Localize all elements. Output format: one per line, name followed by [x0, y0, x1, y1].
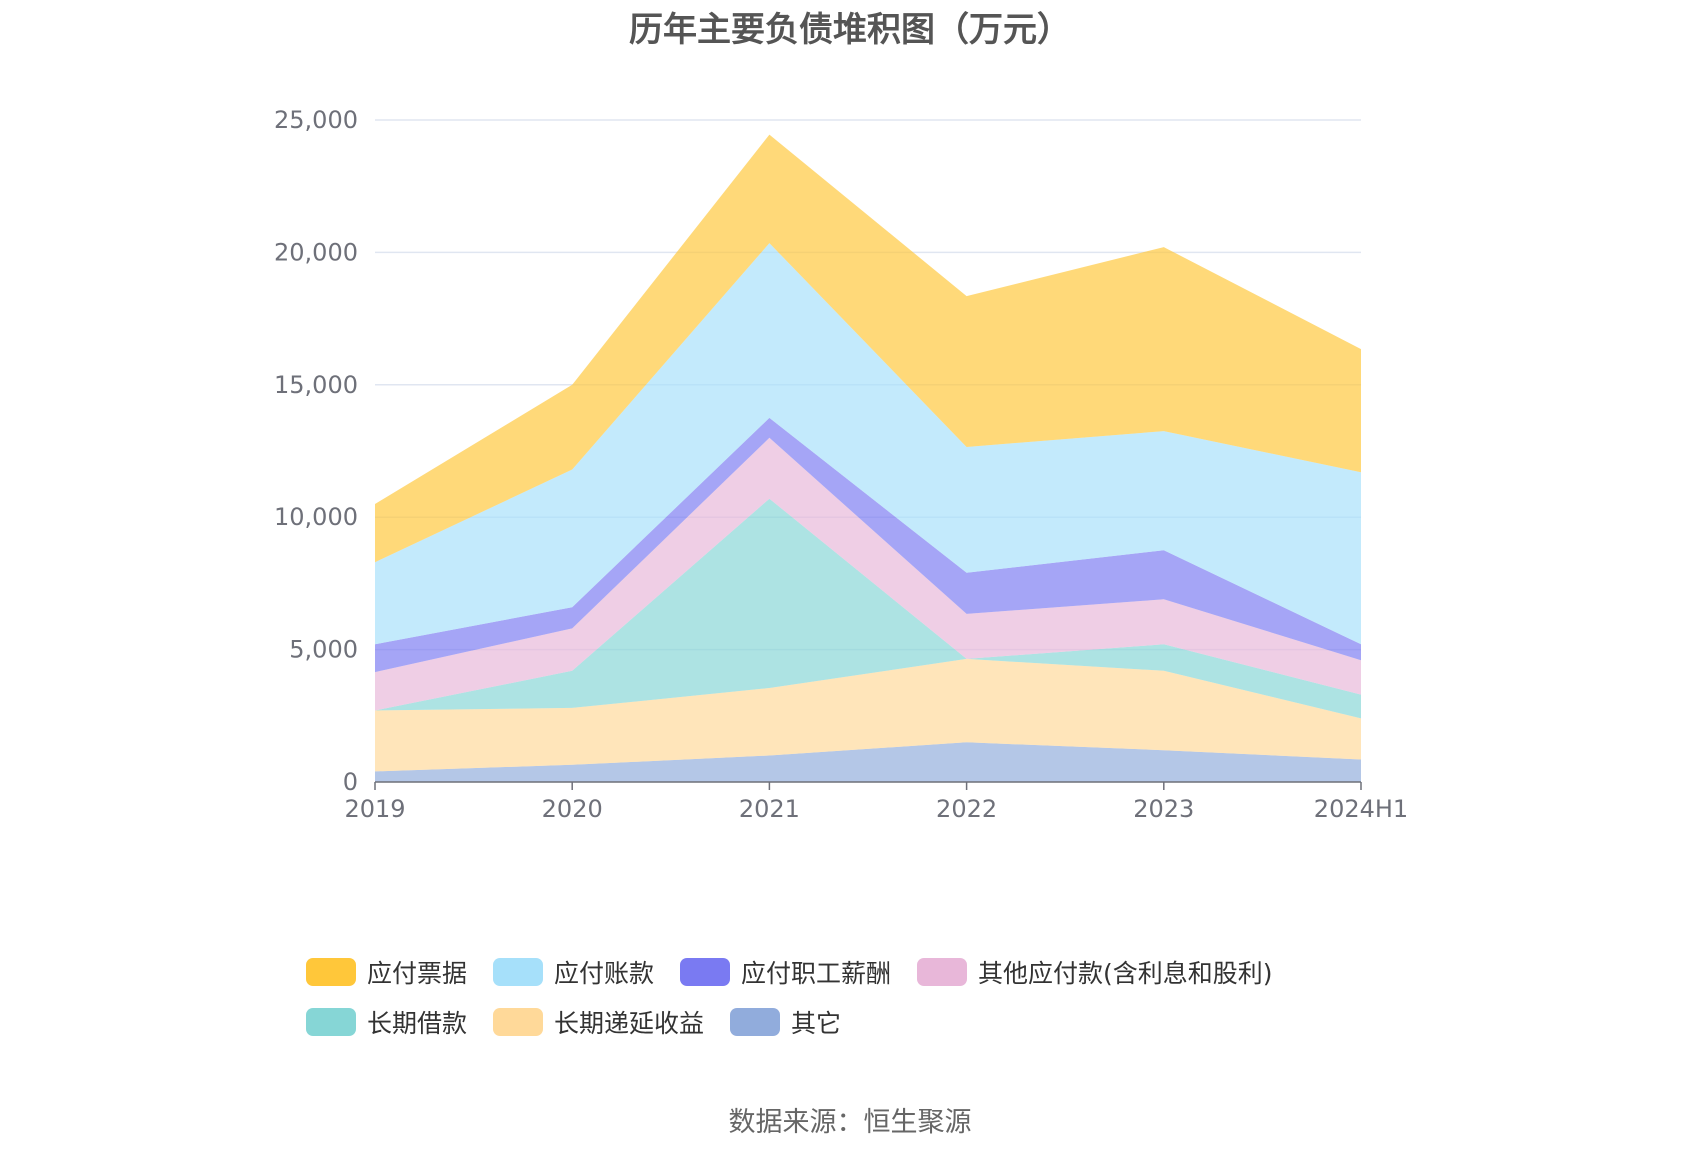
- legend-label: 长期递延收益: [554, 1009, 705, 1038]
- area-series: [375, 134, 1361, 563]
- legend-swatch: [306, 958, 356, 986]
- chart-title: 历年主要负债堆积图（万元）: [629, 10, 1071, 50]
- legend-label: 应付账款: [554, 959, 655, 988]
- area-series: [375, 498, 1361, 719]
- area-series: [375, 437, 1361, 711]
- y-tick-label: 10,000: [274, 503, 358, 531]
- x-tick-label: 2020: [542, 795, 603, 823]
- area-series: [375, 417, 1361, 673]
- legend-label: 长期借款: [367, 1009, 468, 1038]
- legend-swatch: [306, 1008, 356, 1036]
- legend-item[interactable]: 长期递延收益: [493, 1005, 704, 1039]
- x-tick-label: 2021: [739, 795, 800, 823]
- legend-swatch: [493, 958, 544, 986]
- x-axis-tick-labels: 2019 2020 2021 2022 2023 2024H1: [344, 795, 1408, 823]
- x-tick-label: 2023: [1133, 795, 1194, 823]
- area-series: [375, 243, 1361, 645]
- area-series-layer: [375, 134, 1361, 782]
- x-tick-label: 2022: [936, 795, 997, 823]
- legend-item[interactable]: 应付职工薪酬: [680, 955, 891, 989]
- area-series: [375, 742, 1361, 782]
- x-tick-label: 2019: [344, 795, 405, 823]
- y-tick-label: 25,000: [274, 106, 358, 134]
- x-axis: [374, 781, 1362, 790]
- legend: 应付票据 应付账款 应付职工薪酬 其他应付款(含利息和股利) 长期借款 长期递延收益 其它: [306, 955, 1456, 1039]
- y-tick-label: 20,000: [274, 238, 358, 266]
- area-series: [375, 658, 1361, 772]
- legend-item[interactable]: 长期借款: [306, 1005, 467, 1039]
- legend-swatch: [680, 958, 731, 986]
- legend-item[interactable]: 应付账款: [493, 955, 654, 989]
- legend-label: 其它: [791, 1009, 842, 1038]
- legend-swatch: [493, 1008, 544, 1036]
- y-axis-tick-labels: 0 5,000 10,000 15,000 20,000 25,000: [274, 106, 358, 796]
- legend-item[interactable]: 应付票据: [306, 955, 467, 989]
- legend-label: 应付职工薪酬: [741, 959, 892, 988]
- source-note: 数据来源：恒生聚源: [728, 1107, 972, 1138]
- legend-item[interactable]: 其他应付款(含利息和股利): [917, 955, 1273, 989]
- x-tick-label: 2024H1: [1314, 795, 1408, 823]
- legend-item[interactable]: 其它: [730, 1005, 841, 1039]
- legend-swatch: [730, 1008, 781, 1036]
- y-tick-label: 0: [343, 768, 358, 796]
- y-tick-label: 15,000: [274, 371, 358, 399]
- legend-swatch: [917, 958, 968, 986]
- legend-label: 应付票据: [367, 959, 468, 988]
- legend-label: 其他应付款(含利息和股利): [978, 959, 1273, 988]
- y-tick-label: 5,000: [289, 636, 358, 664]
